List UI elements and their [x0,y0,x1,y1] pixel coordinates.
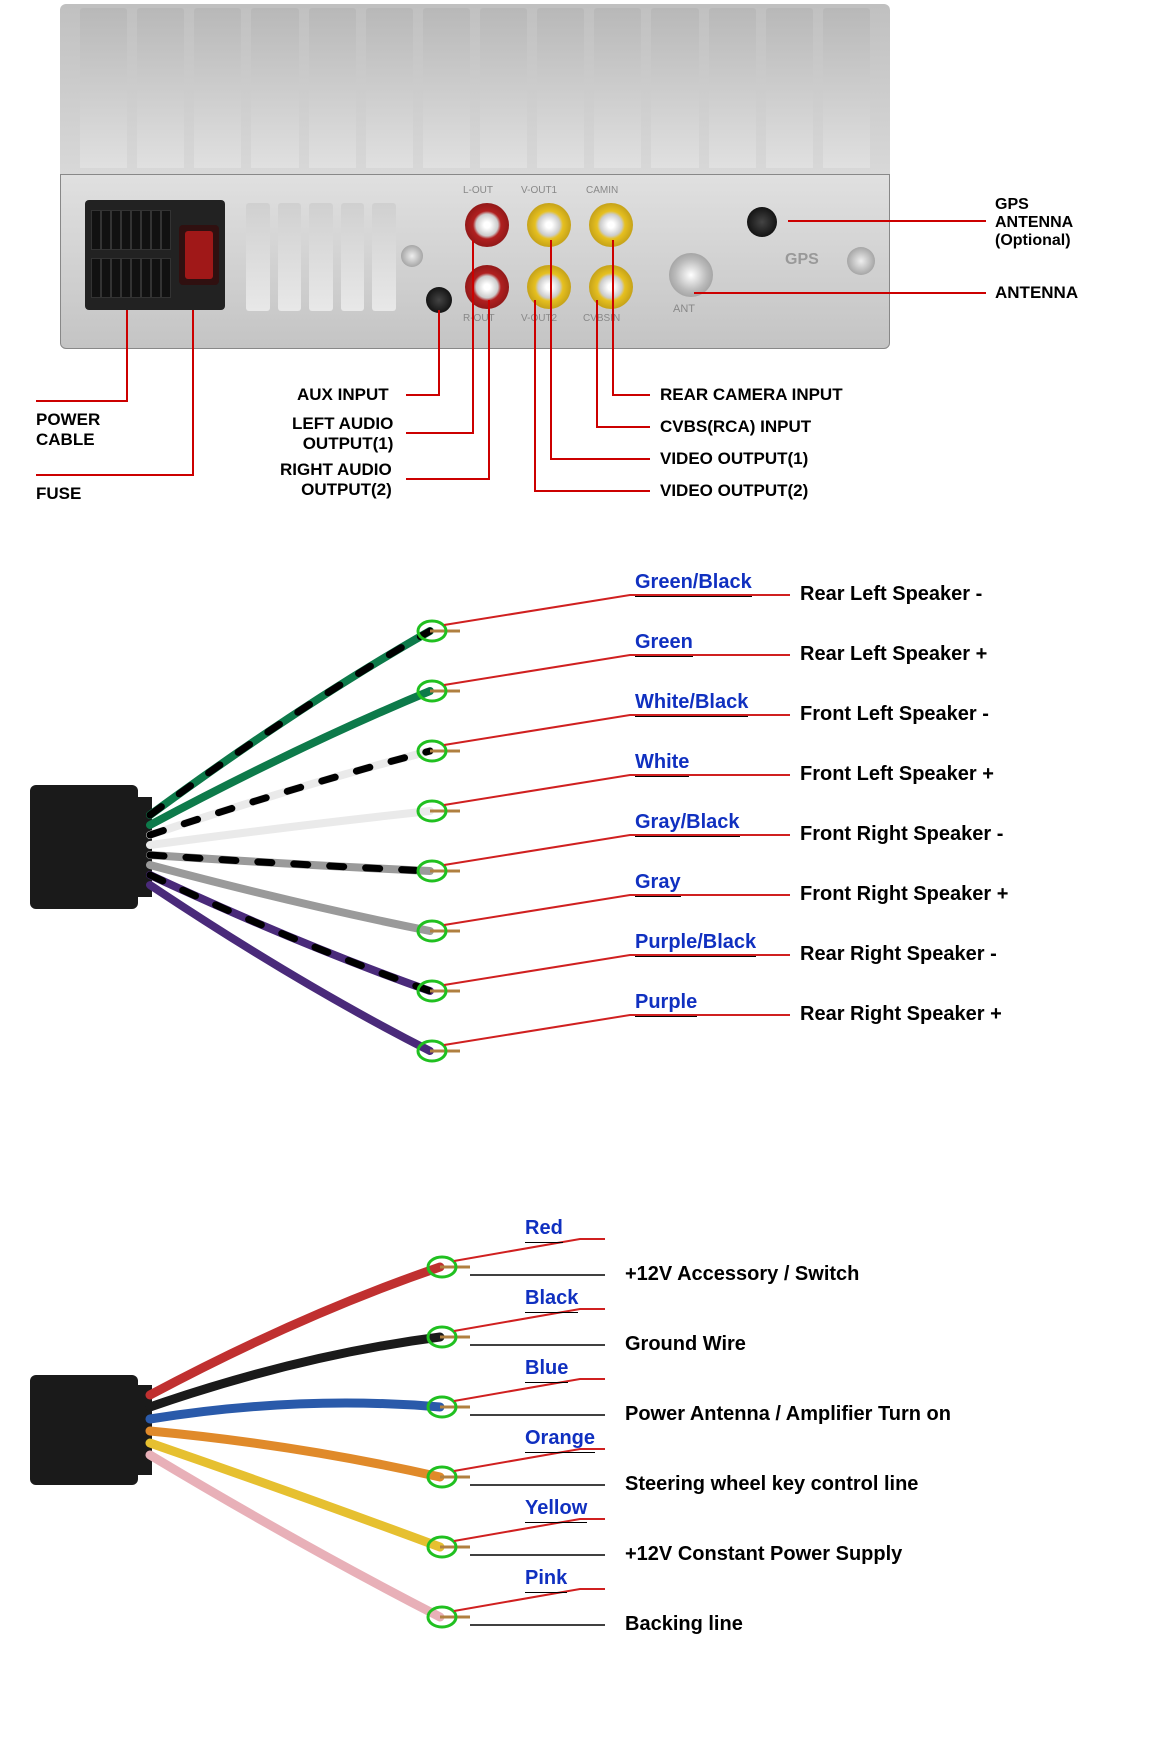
label-antenna: ANTENNA [995,283,1078,303]
rca-vout1 [527,203,571,247]
rca-label-camin: CAMIN [586,185,618,196]
gps-text: GPS [785,251,819,269]
leader-aux [406,394,438,396]
rear-plate: L-OUT V-OUT1 CAMIN R-OUT V-OUT2 CVBSIN A… [60,174,890,349]
label-aux: AUX INPUT [297,385,389,405]
label-fuse: FUSE [36,484,81,504]
speaker-desc-2: Front Left Speaker - [800,703,989,726]
label-leftaudio: LEFT AUDIO OUTPUT(1) [292,414,393,454]
power-color-2: Blue [525,1357,568,1383]
power-desc-1: Ground Wire [625,1333,746,1356]
fuse-holder [179,225,219,285]
leader-gps [788,220,986,222]
leader-fuse [36,474,192,476]
rca-label-lout: L-OUT [463,185,493,196]
side-screw-icon [847,247,875,275]
label-rightaudio: RIGHT AUDIO OUTPUT(2) [280,460,392,500]
speaker-color-4: Gray/Black [635,811,740,837]
leader-antenna [694,292,986,294]
speaker-color-1: Green [635,631,693,657]
speaker-desc-3: Front Left Speaker + [800,763,994,786]
power-desc-4: +12V Constant Power Supply [625,1543,902,1566]
leader-power-v [126,310,128,402]
label-power: POWER CABLE [36,410,100,450]
leader-v2-v [534,300,536,492]
power-desc-5: Backing line [625,1613,743,1636]
power-color-1: Black [525,1287,578,1313]
label-v2: VIDEO OUTPUT(2) [660,481,808,501]
leader-rearcam [612,394,650,396]
ant-label: ANT [673,303,695,315]
leader-v1 [550,458,650,460]
label-rearcam: REAR CAMERA INPUT [660,385,843,405]
power-desc-3: Steering wheel key control line [625,1473,918,1496]
power-desc-0: +12V Accessory / Switch [625,1263,859,1286]
speaker-harness: Green/BlackRear Left Speaker -GreenRear … [0,575,1172,1095]
speaker-color-5: Gray [635,871,681,897]
leader-v2 [534,490,650,492]
mid-fins [246,203,396,311]
screw-icon [401,245,423,267]
power-harness: Red+12V Accessory / SwitchBlackGround Wi… [0,1225,1172,1725]
speaker-desc-1: Rear Left Speaker + [800,643,987,666]
leader-cvbs [596,426,650,428]
speaker-desc-5: Front Right Speaker + [800,883,1008,906]
speaker-color-6: Purple/Black [635,931,756,957]
speaker-color-0: Green/Black [635,571,752,597]
speaker-color-3: White [635,751,689,777]
power-color-3: Orange [525,1427,595,1453]
leader-rightaudio [406,478,488,480]
rca-label-vout1: V-OUT1 [521,185,557,196]
leader-rearcam-v [612,240,614,396]
speaker-desc-0: Rear Left Speaker - [800,583,982,606]
leader-leftaudio-v [472,240,474,434]
leader-rightaudio-v [488,300,490,480]
power-color-5: Pink [525,1567,567,1593]
speaker-desc-6: Rear Right Speaker - [800,943,997,966]
iso-connector [85,200,225,310]
speaker-color-7: Purple [635,991,697,1017]
power-color-4: Yellow [525,1497,587,1523]
power-desc-2: Power Antenna / Amplifier Turn on [625,1403,951,1426]
label-gps-antenna: GPS ANTENNA (Optional) [995,196,1073,250]
antenna-jack [669,253,713,297]
leader-power [36,400,126,402]
speaker-desc-4: Front Right Speaker - [800,823,1003,846]
speaker-color-2: White/Black [635,691,748,717]
label-cvbs: CVBS(RCA) INPUT [660,417,811,437]
stereo-unit: L-OUT V-OUT1 CAMIN R-OUT V-OUT2 CVBSIN A… [60,4,890,354]
leader-fuse-v [192,310,194,476]
rca-label-cvbsin: CVBSIN [583,313,620,324]
heatsink [60,4,890,174]
leader-cvbs-v [596,300,598,428]
leader-leftaudio [406,432,472,434]
leader-aux-v [438,310,440,396]
power-color-0: Red [525,1217,563,1243]
gps-jack [747,207,777,237]
speaker-desc-7: Rear Right Speaker + [800,1003,1002,1026]
rca-camin [589,203,633,247]
label-v1: VIDEO OUTPUT(1) [660,449,808,469]
leader-v1-v [550,240,552,460]
